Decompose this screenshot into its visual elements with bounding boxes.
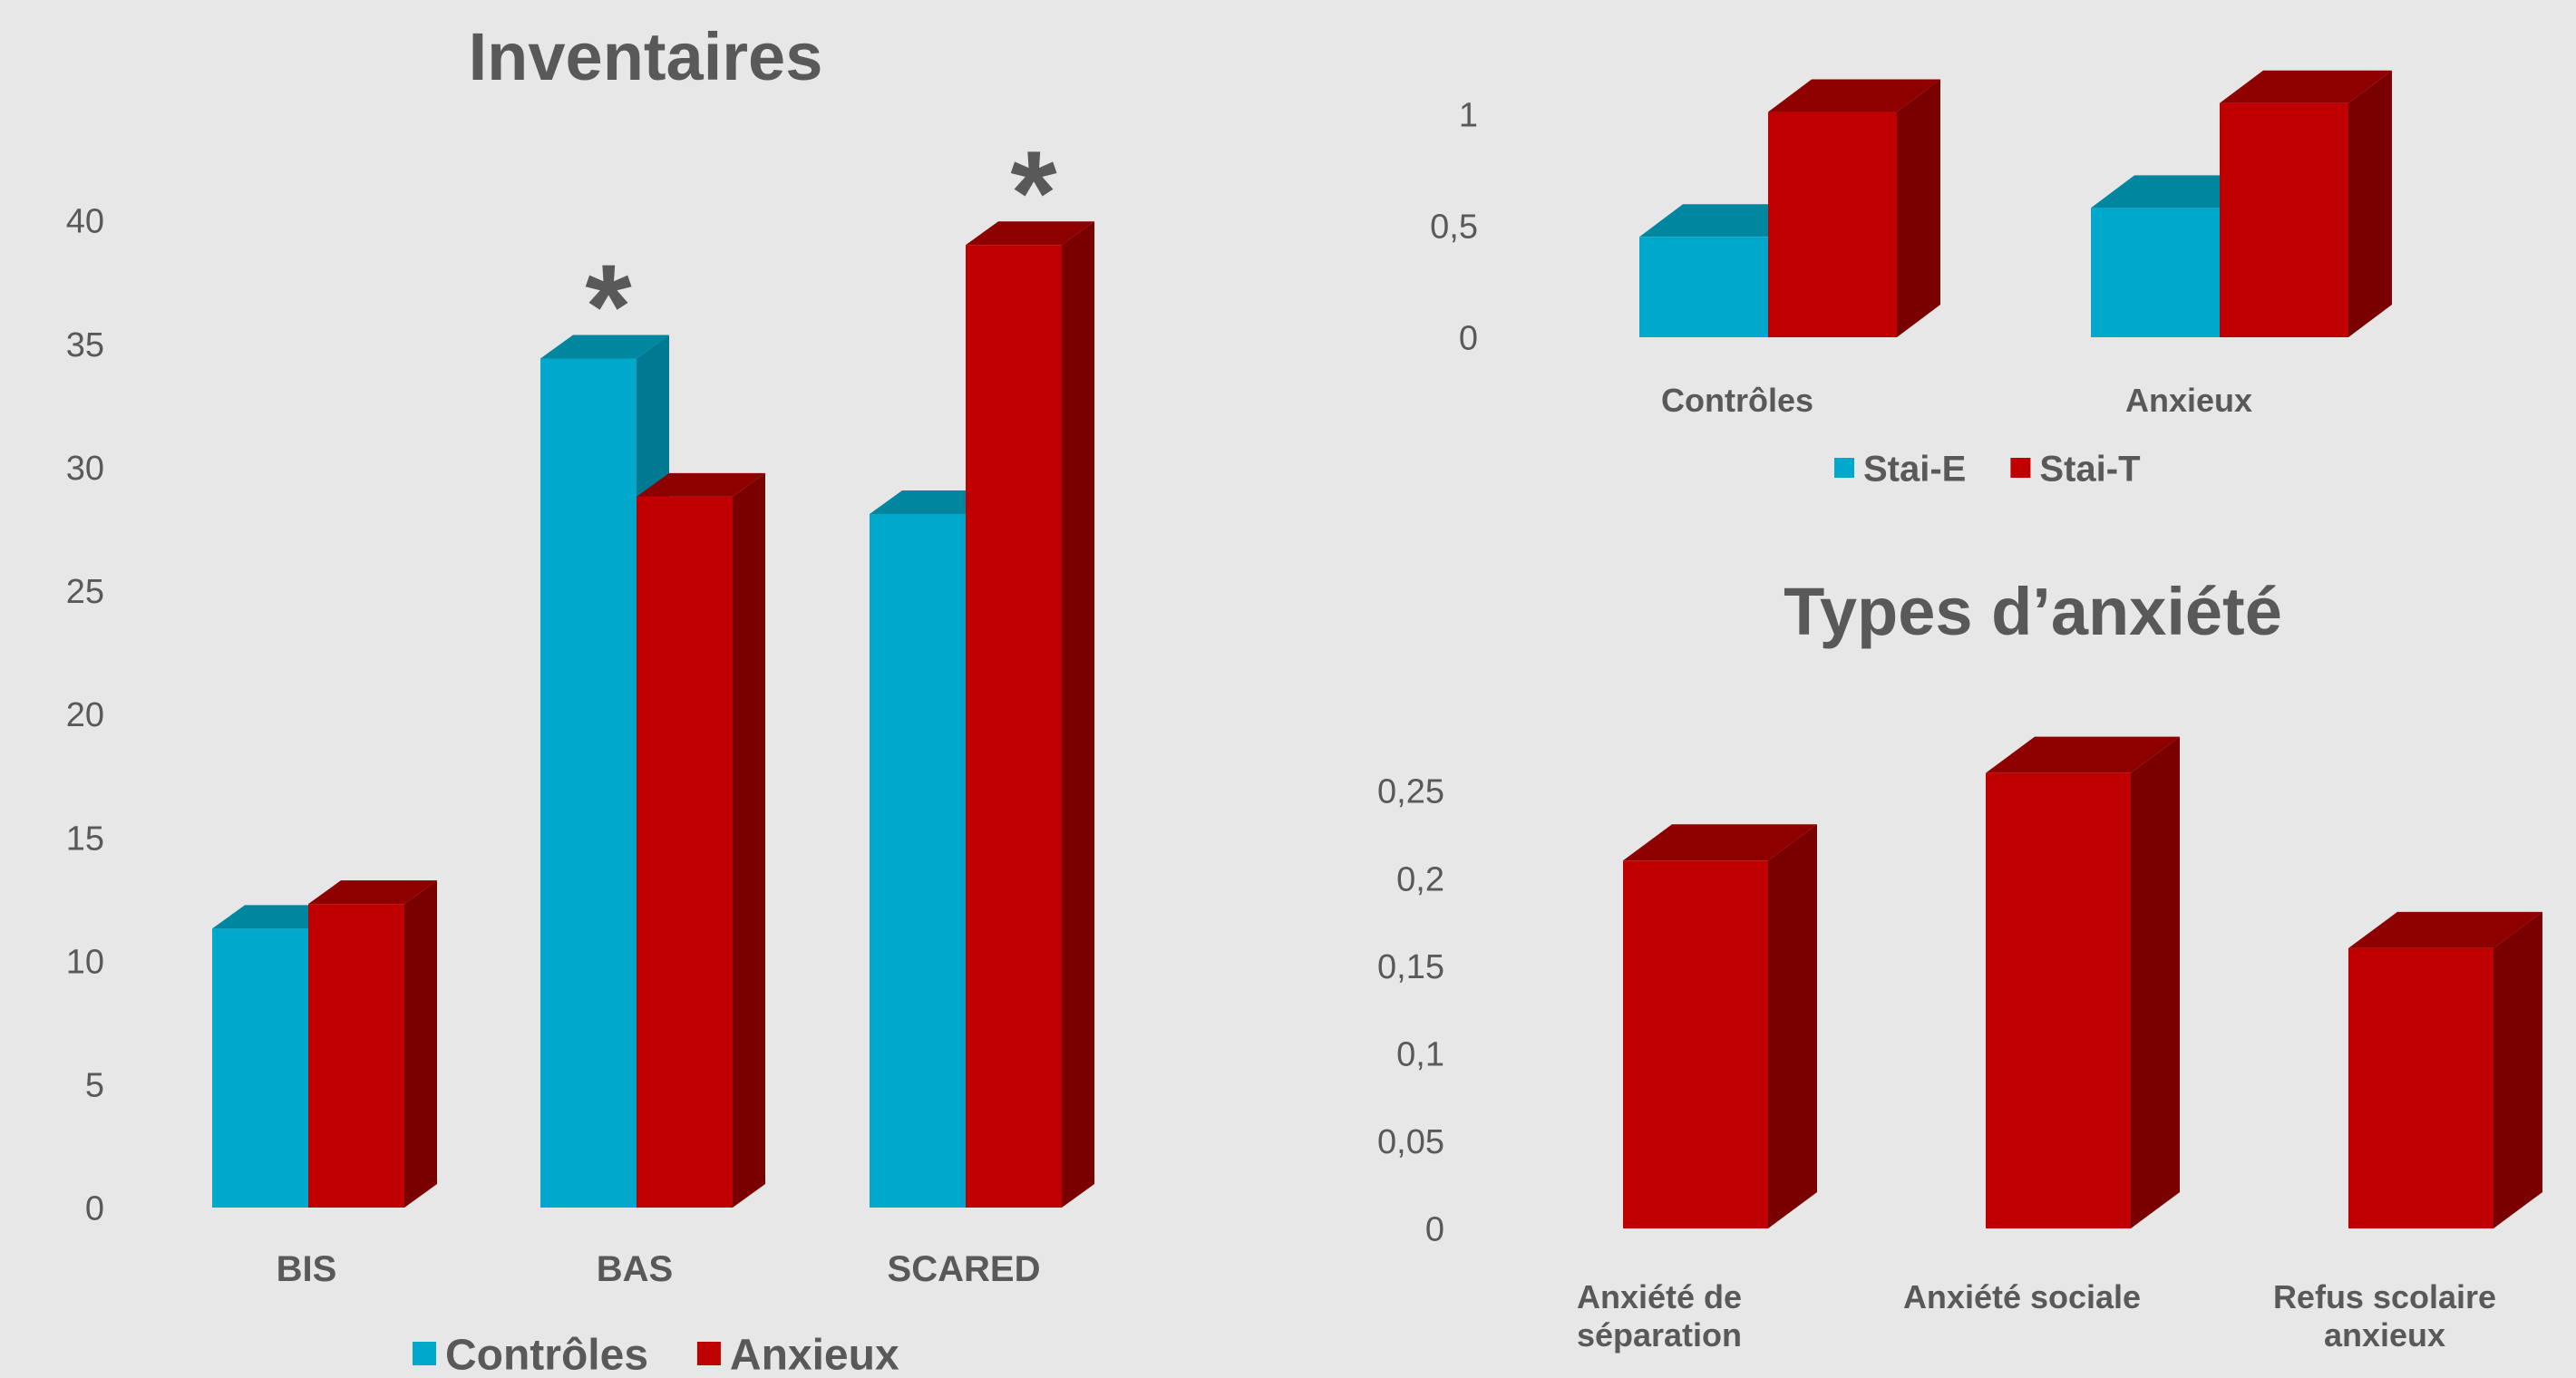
y-axis-label: 0,25 xyxy=(1377,773,1444,811)
legend-label: Contrôles xyxy=(445,1331,648,1378)
y-axis-label: 0,15 xyxy=(1377,948,1444,986)
bar-0-front xyxy=(2091,208,2220,337)
bar xyxy=(1623,824,1817,1228)
bar-1-side xyxy=(1062,221,1094,1208)
bar-side xyxy=(2131,737,2180,1228)
x-tick-label: Contrôles xyxy=(1661,382,1813,419)
x-tick-label: BAS xyxy=(597,1249,673,1289)
bar-0-front xyxy=(540,358,637,1208)
legend: Contrôles Anxieux xyxy=(413,1331,899,1378)
significance-asterisk: * xyxy=(1010,126,1057,259)
chart-title: Inventaires xyxy=(469,19,823,94)
bar-1 xyxy=(1768,80,1940,337)
bar-0-front xyxy=(1639,237,1768,337)
y-axis-label: 0 xyxy=(1459,320,1478,358)
y-axis: 00,51 xyxy=(1430,97,1478,358)
legend-label: Stai-E xyxy=(1863,449,1966,489)
legend: Stai-E Stai-T xyxy=(1834,449,2141,489)
x-tick-label: BIS xyxy=(277,1249,337,1289)
y-axis: 0 0,05 0,1 0,15 0,2 0,25 xyxy=(1377,773,1444,1249)
y-axis-label: 10 xyxy=(66,943,104,981)
y-axis-label: 1 xyxy=(1459,97,1478,135)
bar-1-side xyxy=(733,473,765,1208)
bar-front xyxy=(2348,948,2493,1228)
bar xyxy=(2348,912,2542,1228)
bar-1-front xyxy=(308,904,404,1208)
legend-swatch xyxy=(413,1342,436,1365)
bar-1-front xyxy=(637,497,733,1208)
x-tick-label: anxieux xyxy=(2324,1316,2445,1354)
y-axis-label: 30 xyxy=(66,450,104,488)
bar-0-front xyxy=(870,514,966,1208)
legend-label: Stai-T xyxy=(2039,449,2140,489)
x-tick-label: Refus scolaire xyxy=(2273,1278,2496,1315)
y-axis-label: 35 xyxy=(66,326,104,364)
x-tick-label: Anxiété de xyxy=(1577,1278,1742,1315)
bar-1 xyxy=(2220,71,2392,337)
x-tick-label: Anxieux xyxy=(2125,382,2252,419)
y-axis-label: 40 xyxy=(66,203,104,241)
bar-1-side xyxy=(2348,71,2392,337)
y-axis-label: 0,2 xyxy=(1396,860,1444,898)
bar-1-front xyxy=(2220,103,2348,337)
bar-front xyxy=(1623,860,1768,1228)
y-axis-label: 0,1 xyxy=(1396,1035,1444,1073)
y-axis-label: 0 xyxy=(85,1190,104,1228)
bar-0-front xyxy=(212,928,308,1208)
y-axis-label: 5 xyxy=(85,1067,104,1105)
legend-swatch xyxy=(2010,458,2030,478)
bar-1-side xyxy=(404,880,437,1208)
legend-swatch xyxy=(1834,458,1854,478)
legend-swatch xyxy=(697,1342,721,1365)
y-axis-label: 20 xyxy=(66,696,104,734)
x-tick-label: séparation xyxy=(1577,1316,1742,1354)
bar xyxy=(1986,737,2180,1228)
bar-1 xyxy=(308,880,437,1208)
y-axis: 0 5 10 15 20 25 30 35 40 xyxy=(66,203,104,1228)
y-axis-label: 25 xyxy=(66,573,104,611)
chart-title: Types d’anxiété xyxy=(1784,574,2282,649)
chart-inventaires: Inventaires 0 5 10 15 20 25 30 35 40 BIS BAS SCARED *… xyxy=(66,19,1094,1378)
bar-1 xyxy=(966,221,1094,1208)
bar-1 xyxy=(637,473,765,1208)
bar-side xyxy=(1768,824,1817,1228)
chart-types-anxiete: Types d’anxiété 0 0,05 0,1 0,15 0,2 0,25 Anxiét… xyxy=(1377,574,2542,1354)
bar-1-front xyxy=(966,245,1062,1208)
bar-side xyxy=(2493,912,2542,1228)
bar-1-front xyxy=(1768,112,1897,337)
y-axis-label: 0,05 xyxy=(1377,1123,1444,1161)
x-tick-label: SCARED xyxy=(888,1249,1041,1289)
x-tick-label: Anxiété sociale xyxy=(1903,1278,2141,1315)
y-axis-label: 0,5 xyxy=(1430,209,1478,247)
y-axis-label: 0 xyxy=(1425,1211,1444,1249)
bar-1-side xyxy=(1897,80,1940,337)
legend-label: Anxieux xyxy=(730,1331,899,1378)
significance-asterisk: * xyxy=(585,239,632,373)
bar-front xyxy=(1986,773,2131,1228)
y-axis-label: 15 xyxy=(66,820,104,858)
